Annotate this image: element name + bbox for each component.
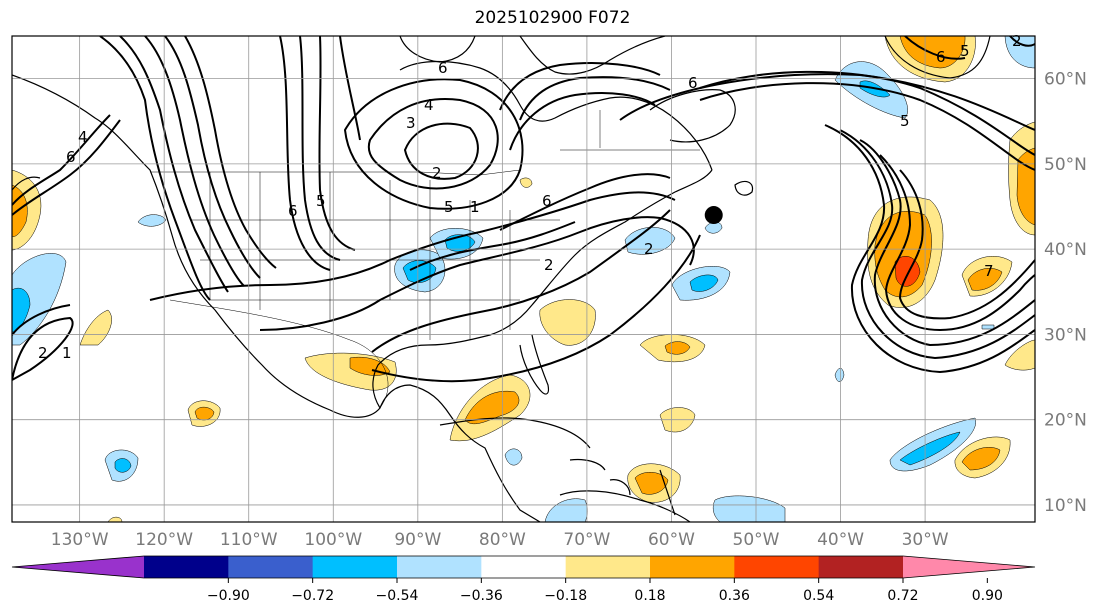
contour-label: 5 bbox=[960, 42, 970, 60]
contour-label: 6 bbox=[288, 202, 298, 220]
colorbar-tick-label: 0.36 bbox=[719, 588, 750, 604]
colorbar-extend-low bbox=[12, 556, 144, 578]
longitude-tick-label: 110°W bbox=[220, 530, 278, 550]
positive-anomaly-region bbox=[464, 390, 520, 425]
longitude-tick-label: 70°W bbox=[563, 530, 610, 550]
latitude-tick-label: 30°N bbox=[1044, 325, 1087, 345]
colorbar-segment bbox=[481, 556, 567, 578]
colorbar: −0.90 −0.72 −0.54 −0.36 −0.18 0.18 0.36 0.54 0.7… bbox=[11, 555, 1036, 604]
longitude-tick-label: 50°W bbox=[733, 530, 780, 550]
colorbar-segment bbox=[144, 556, 229, 578]
contour-label: 1 bbox=[470, 198, 480, 216]
colorbar-segment bbox=[734, 556, 820, 578]
positive-anomaly-region bbox=[539, 299, 596, 346]
colorbar-tick-label: 0.90 bbox=[972, 588, 1003, 604]
latitude-tick-label: 40°N bbox=[1044, 240, 1087, 260]
negative-anomaly-region bbox=[1004, 36, 1035, 69]
latitude-tick-label: 20°N bbox=[1044, 411, 1087, 431]
positive-anomaly-region bbox=[519, 177, 533, 188]
longitude-tick-label: 30°W bbox=[902, 530, 949, 550]
latitude-tick-label: 10°N bbox=[1044, 496, 1087, 516]
colorbar-tick-label: −0.18 bbox=[544, 588, 587, 604]
colorbar-tick-label: 0.54 bbox=[803, 588, 834, 604]
contour-label: 3 bbox=[406, 114, 416, 132]
contour-label: 2 bbox=[1012, 32, 1022, 50]
negative-anomaly-region bbox=[981, 324, 995, 330]
positive-anomaly-region bbox=[79, 309, 112, 346]
contour-label: 5 bbox=[316, 192, 326, 210]
negative-anomaly-region bbox=[114, 458, 132, 473]
contour-label: 6 bbox=[542, 192, 552, 210]
latitude-tick-labels: 10°N 20°N 30°N 40°N 50°N 60°N bbox=[1044, 70, 1087, 516]
map-plot-area bbox=[11, 35, 1036, 523]
negative-anomaly-region bbox=[137, 214, 167, 227]
contour-label: 4 bbox=[78, 128, 88, 146]
colorbar-segment bbox=[818, 556, 904, 578]
latitude-tick-label: 60°N bbox=[1044, 70, 1087, 90]
height-contours bbox=[12, 36, 1035, 383]
negative-anomaly-region bbox=[624, 227, 676, 255]
negative-anomaly-region bbox=[834, 368, 845, 382]
longitude-tick-label: 130°W bbox=[51, 530, 109, 550]
colorbar-segment bbox=[312, 556, 398, 578]
contour-label: 6 bbox=[936, 48, 946, 66]
longitude-tick-label: 120°W bbox=[135, 530, 193, 550]
latitude-tick-label: 50°N bbox=[1044, 155, 1087, 175]
colorbar-outline bbox=[11, 555, 1036, 579]
positive-anomaly-region bbox=[349, 356, 391, 376]
positive-anomaly-region bbox=[634, 472, 669, 495]
contour-label: 1 bbox=[62, 344, 72, 362]
colorbar-tick-label: −0.54 bbox=[376, 588, 419, 604]
negative-anomaly-region bbox=[689, 274, 719, 292]
colorbar-segment bbox=[397, 556, 482, 578]
colorbar-tick-label: −0.36 bbox=[460, 588, 503, 604]
contour-label: 6 bbox=[438, 59, 448, 77]
positive-anomaly-region bbox=[961, 447, 1001, 471]
colorbar-tick-label: 0.18 bbox=[634, 588, 665, 604]
location-marker bbox=[704, 206, 723, 225]
contour-label: 5 bbox=[444, 198, 454, 216]
longitude-tick-labels: 130°W 120°W 110°W 100°W 90°W 80°W 70°W 60°W 50°W… bbox=[51, 530, 949, 550]
colorbar-tick-label: −0.72 bbox=[291, 588, 334, 604]
coastlines bbox=[12, 36, 991, 522]
negative-anomaly-region bbox=[712, 495, 786, 522]
contour-label: 5 bbox=[900, 112, 910, 130]
contour-label: 6 bbox=[688, 74, 698, 92]
map-background bbox=[12, 36, 1035, 522]
colorbar-segment bbox=[650, 556, 735, 578]
colorbar-tick-label: 0.72 bbox=[887, 588, 918, 604]
longitude-tick-label: 40°W bbox=[817, 530, 864, 550]
map-title: 2025102900 F072 bbox=[474, 8, 631, 28]
contour-label: 6 bbox=[66, 148, 76, 166]
colorbar-segment bbox=[565, 556, 651, 578]
longitude-tick-label: 100°W bbox=[304, 530, 362, 550]
gridlines bbox=[12, 36, 1035, 522]
map-frame bbox=[11, 35, 1036, 523]
positive-anomaly-region bbox=[1004, 339, 1035, 371]
contour-label: 4 bbox=[424, 96, 434, 114]
colorbar-segment bbox=[228, 556, 314, 578]
positive-anomaly-region bbox=[12, 184, 28, 237]
longitude-tick-label: 90°W bbox=[394, 530, 441, 550]
contour-label: 2 bbox=[432, 164, 442, 182]
contour-label: 2 bbox=[644, 240, 654, 258]
contour-label: 7 bbox=[984, 262, 994, 280]
positive-anomaly-region bbox=[967, 268, 1003, 291]
colorbar-tick-label: −0.90 bbox=[207, 588, 250, 604]
negative-anomaly-region bbox=[899, 431, 961, 466]
longitude-tick-label: 60°W bbox=[648, 530, 695, 550]
contour-label: 2 bbox=[544, 256, 554, 274]
negative-anomaly-region bbox=[504, 448, 523, 466]
contour-labels: 2 1 6 4 6 5 4 3 2 6 6 5 2 5 2 6 5 6 7 2 … bbox=[38, 32, 1022, 362]
longitude-tick-label: 80°W bbox=[479, 530, 526, 550]
contour-label: 2 bbox=[38, 344, 48, 362]
colorbar-extend-high bbox=[903, 556, 1035, 578]
